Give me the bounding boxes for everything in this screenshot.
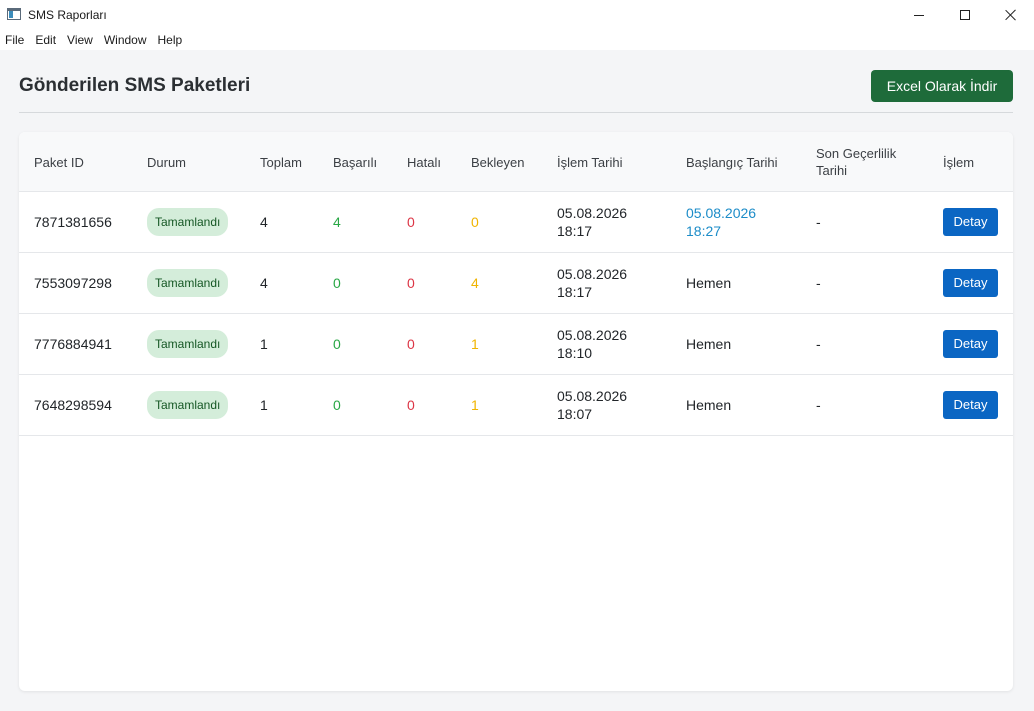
islem-tarihi-value: 05.08.2026 18:17 (557, 266, 628, 300)
table-row: 7871381656 Tamamlandı 4 4 0 0 05.08.2026… (19, 192, 1013, 253)
window-title: SMS Raporları (28, 8, 107, 22)
title-bar: SMS Raporları (0, 0, 1034, 30)
islem-tarihi-value: 05.08.2026 18:17 (557, 205, 628, 239)
detail-button[interactable]: Detay (943, 269, 998, 297)
status-badge: Tamamlandı (147, 330, 229, 358)
header-toplam: Toplam (260, 154, 302, 170)
toplam-value: 1 (260, 336, 268, 352)
paket-id: 7871381656 (34, 214, 112, 230)
header-hatali: Hatalı (407, 154, 441, 170)
bekleyen-value: 1 (471, 397, 479, 413)
islem-tarihi-value: 05.08.2026 18:07 (557, 388, 628, 422)
menu-window[interactable]: Window (103, 33, 147, 47)
header-bekleyen: Bekleyen (471, 154, 525, 170)
baslangic-tarihi-value: 05.08.2026 18:27 (686, 205, 757, 239)
minimize-icon (914, 14, 924, 16)
paket-id: 7648298594 (34, 397, 112, 413)
menu-view[interactable]: View (67, 33, 93, 47)
header-durum: Durum (147, 154, 187, 170)
bekleyen-value: 0 (471, 214, 479, 230)
paket-id: 7553097298 (34, 275, 112, 291)
son-gecerlilik-value: - (816, 275, 821, 291)
header-islem: İşlem (943, 154, 975, 170)
table-row: 7776884941 Tamamlandı 1 0 0 1 05.08.2026… (19, 314, 1013, 375)
hatali-value: 0 (407, 397, 415, 413)
page-title: Gönderilen SMS Paketleri (19, 75, 251, 96)
export-excel-button[interactable]: Excel Olarak İndir (871, 70, 1013, 102)
header-paket-id: Paket ID (34, 154, 84, 170)
toplam-value: 4 (260, 214, 268, 230)
paket-id: 7776884941 (34, 336, 112, 352)
menu-edit[interactable]: Edit (35, 33, 57, 47)
app-icon (7, 8, 21, 20)
toplam-value: 4 (260, 275, 268, 291)
close-icon (1005, 9, 1017, 21)
header-basarili: Başarılı (333, 154, 378, 170)
minimize-button[interactable] (896, 0, 942, 30)
status-badge: Tamamlandı (147, 208, 229, 236)
basarili-value: 0 (333, 275, 341, 291)
basarili-value: 0 (333, 336, 341, 352)
bekleyen-value: 1 (471, 336, 479, 352)
status-badge: Tamamlandı (147, 391, 229, 419)
baslangic-tarihi-value: Hemen (686, 336, 732, 352)
son-gecerlilik-value: - (816, 214, 821, 230)
hatali-value: 0 (407, 275, 415, 291)
basarili-value: 4 (333, 214, 341, 230)
hatali-value: 0 (407, 214, 415, 230)
status-badge: Tamamlandı (147, 269, 229, 297)
islem-tarihi-value: 05.08.2026 18:10 (557, 327, 628, 361)
hatali-value: 0 (407, 336, 415, 352)
baslangic-tarihi-value: Hemen (686, 275, 732, 291)
header-divider (19, 112, 1013, 113)
detail-button[interactable]: Detay (943, 330, 998, 358)
toplam-value: 1 (260, 397, 268, 413)
packages-table: Paket ID Durum Toplam Başarılı Hatalı Be… (19, 132, 1013, 691)
header-islem-tarihi: İşlem Tarihi (557, 154, 623, 170)
header-son-gecerlilik-tarihi: Son Geçerlilik Tarihi (816, 146, 897, 178)
table-row: 7553097298 Tamamlandı 4 0 0 4 05.08.2026… (19, 253, 1013, 314)
baslangic-tarihi-value: Hemen (686, 397, 732, 413)
menu-bar: File Edit View Window Help (0, 30, 1034, 50)
bekleyen-value: 4 (471, 275, 479, 291)
son-gecerlilik-value: - (816, 397, 821, 413)
menu-file[interactable]: File (5, 33, 25, 47)
detail-button[interactable]: Detay (943, 208, 998, 236)
basarili-value: 0 (333, 397, 341, 413)
table-header: Paket ID Durum Toplam Başarılı Hatalı Be… (19, 132, 1013, 192)
detail-button[interactable]: Detay (943, 391, 998, 419)
header-baslangic-tarihi: Başlangıç Tarihi (686, 154, 778, 170)
menu-help[interactable]: Help (157, 33, 183, 47)
close-button[interactable] (988, 0, 1034, 30)
maximize-button[interactable] (942, 0, 988, 30)
table-row: 7648298594 Tamamlandı 1 0 0 1 05.08.2026… (19, 375, 1013, 436)
maximize-icon (960, 10, 970, 20)
son-gecerlilik-value: - (816, 336, 821, 352)
